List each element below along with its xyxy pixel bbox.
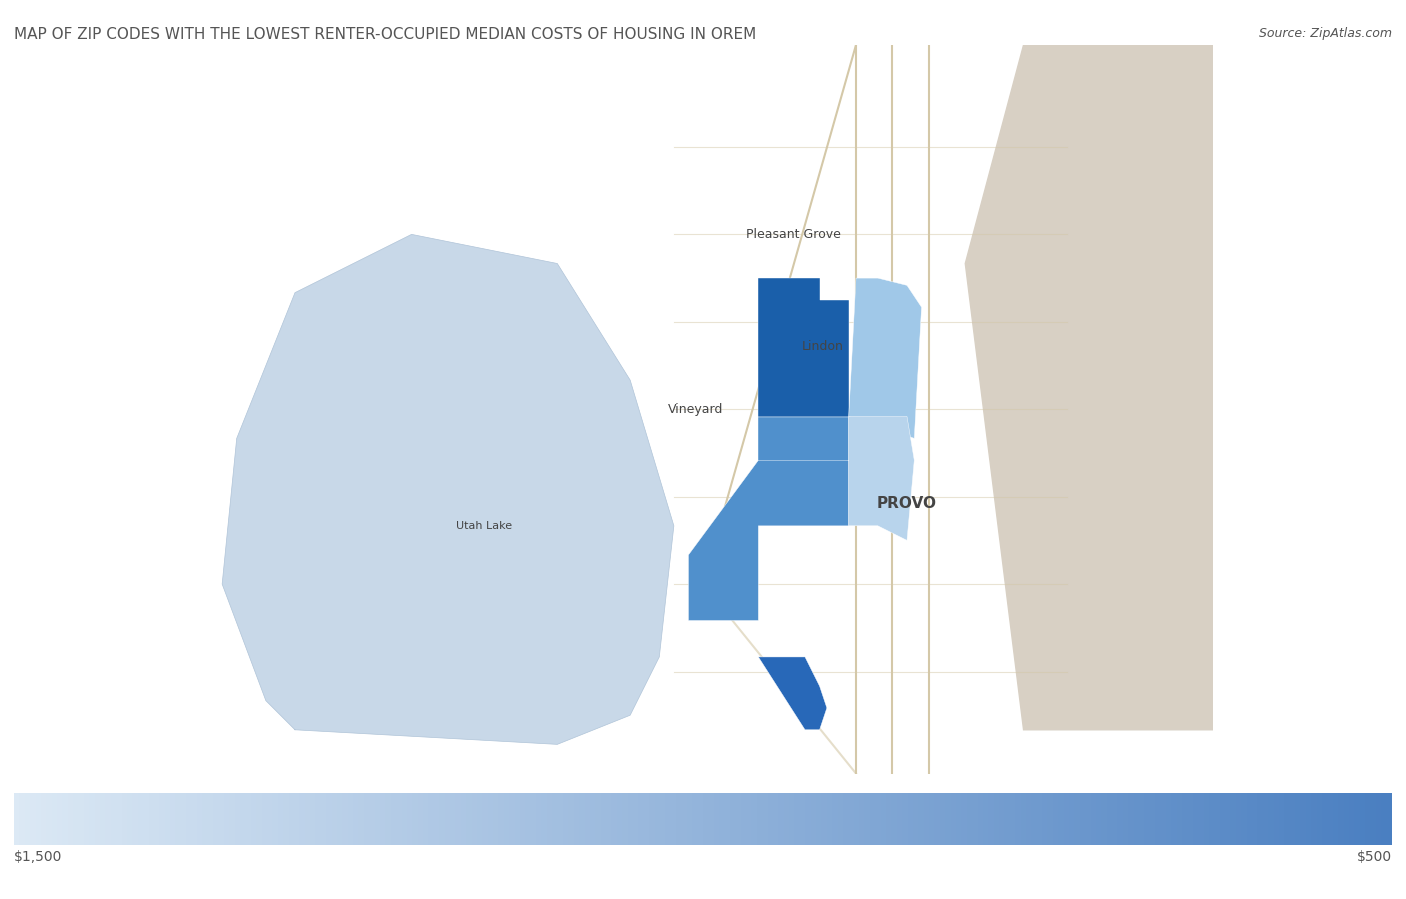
Polygon shape <box>689 416 877 620</box>
Text: $500: $500 <box>1357 850 1392 864</box>
Polygon shape <box>849 416 914 540</box>
Text: MAP OF ZIP CODES WITH THE LOWEST RENTER-OCCUPIED MEDIAN COSTS OF HOUSING IN OREM: MAP OF ZIP CODES WITH THE LOWEST RENTER-… <box>14 27 756 42</box>
Polygon shape <box>758 657 827 730</box>
Polygon shape <box>758 278 849 416</box>
Polygon shape <box>758 416 849 526</box>
Polygon shape <box>966 45 1213 730</box>
Polygon shape <box>222 235 673 744</box>
Text: Pleasant Grove: Pleasant Grove <box>747 227 841 241</box>
Polygon shape <box>849 278 921 439</box>
Text: PROVO: PROVO <box>877 496 936 512</box>
Text: Vineyard: Vineyard <box>668 403 724 415</box>
Text: Source: ZipAtlas.com: Source: ZipAtlas.com <box>1258 27 1392 40</box>
Text: Lindon: Lindon <box>801 340 844 353</box>
Text: $1,500: $1,500 <box>14 850 62 864</box>
Text: Utah Lake: Utah Lake <box>457 521 513 530</box>
